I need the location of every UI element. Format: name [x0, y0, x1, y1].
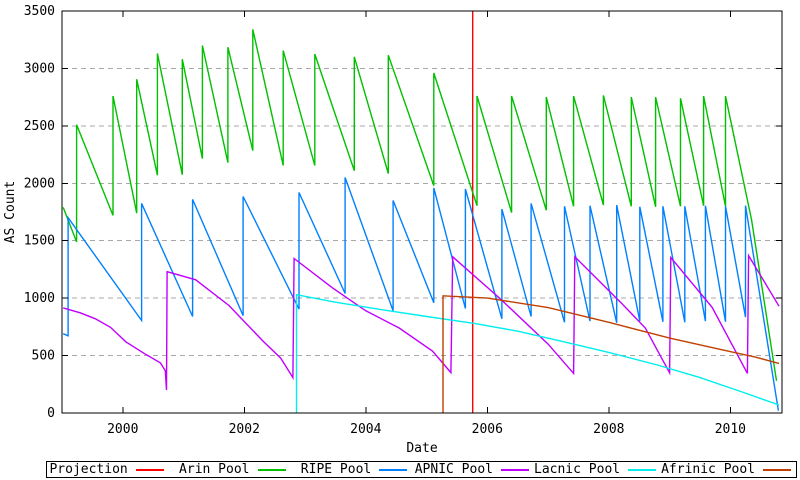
- y-tick-label: 2000: [24, 176, 55, 191]
- legend-item-afrinic-pool: Afrinic Pool: [661, 462, 796, 477]
- x-axis-label: Date: [406, 441, 437, 456]
- x-tick-label: 2000: [107, 422, 138, 437]
- y-tick-label: 1000: [24, 291, 55, 306]
- legend-line-sample-icon: [379, 468, 408, 471]
- y-tick-label: 2500: [24, 119, 55, 134]
- series-afrinic-pool: [442, 295, 780, 413]
- legend-label-arin-pool: Arin Pool: [179, 462, 250, 477]
- x-tick-label: 2006: [472, 422, 503, 437]
- legend-item-ripe-pool: RIPE Pool: [291, 462, 413, 477]
- series-ripe-pool: [62, 177, 780, 411]
- y-tick-label: 1500: [24, 234, 55, 249]
- legend-label-lacnic-pool: Lacnic Pool: [534, 462, 621, 477]
- legend-line-sample-icon: [628, 468, 657, 471]
- y-tick-label: 3000: [24, 61, 55, 76]
- legend-item-projection: Projection: [47, 462, 169, 477]
- legend-item-lacnic-pool: Lacnic Pool: [534, 462, 661, 477]
- series-apnic-pool: [63, 253, 780, 391]
- y-tick-label: 3500: [24, 4, 55, 19]
- legend-line-sample-icon: [763, 468, 792, 471]
- y-axis-label: AS Count: [3, 181, 18, 244]
- legend: Projection Arin Pool RIPE Pool APNIC Poo…: [46, 461, 797, 478]
- legend-label-apnic-pool: APNIC Pool: [414, 462, 493, 477]
- chart-canvas: 2000 2002 2004 2006 2008 2010 0 500 1000 1500 2000…: [3, 4, 783, 456]
- legend-line-sample-icon: [257, 468, 286, 471]
- legend-label-afrinic-pool: Afrinic Pool: [661, 462, 756, 477]
- x-tick-label: 2004: [350, 422, 381, 437]
- series-lacnic-pool: [295, 293, 780, 413]
- plot-border: [61, 10, 783, 414]
- y-tick-label: 500: [32, 349, 55, 364]
- x-tick-label: 2008: [593, 422, 624, 437]
- legend-line-sample-icon: [135, 468, 164, 471]
- legend-label-ripe-pool: RIPE Pool: [300, 462, 372, 477]
- x-tick-label: 2002: [229, 422, 260, 437]
- legend-label-projection: Projection: [49, 462, 128, 477]
- x-tick-label: 2010: [715, 422, 746, 437]
- legend-line-sample-icon: [501, 468, 529, 471]
- legend-item-arin-pool: Arin Pool: [169, 462, 291, 477]
- series-arin-pool: [62, 29, 778, 381]
- legend-item-apnic-pool: APNIC Pool: [412, 462, 534, 477]
- y-tick-label: 0: [47, 406, 55, 421]
